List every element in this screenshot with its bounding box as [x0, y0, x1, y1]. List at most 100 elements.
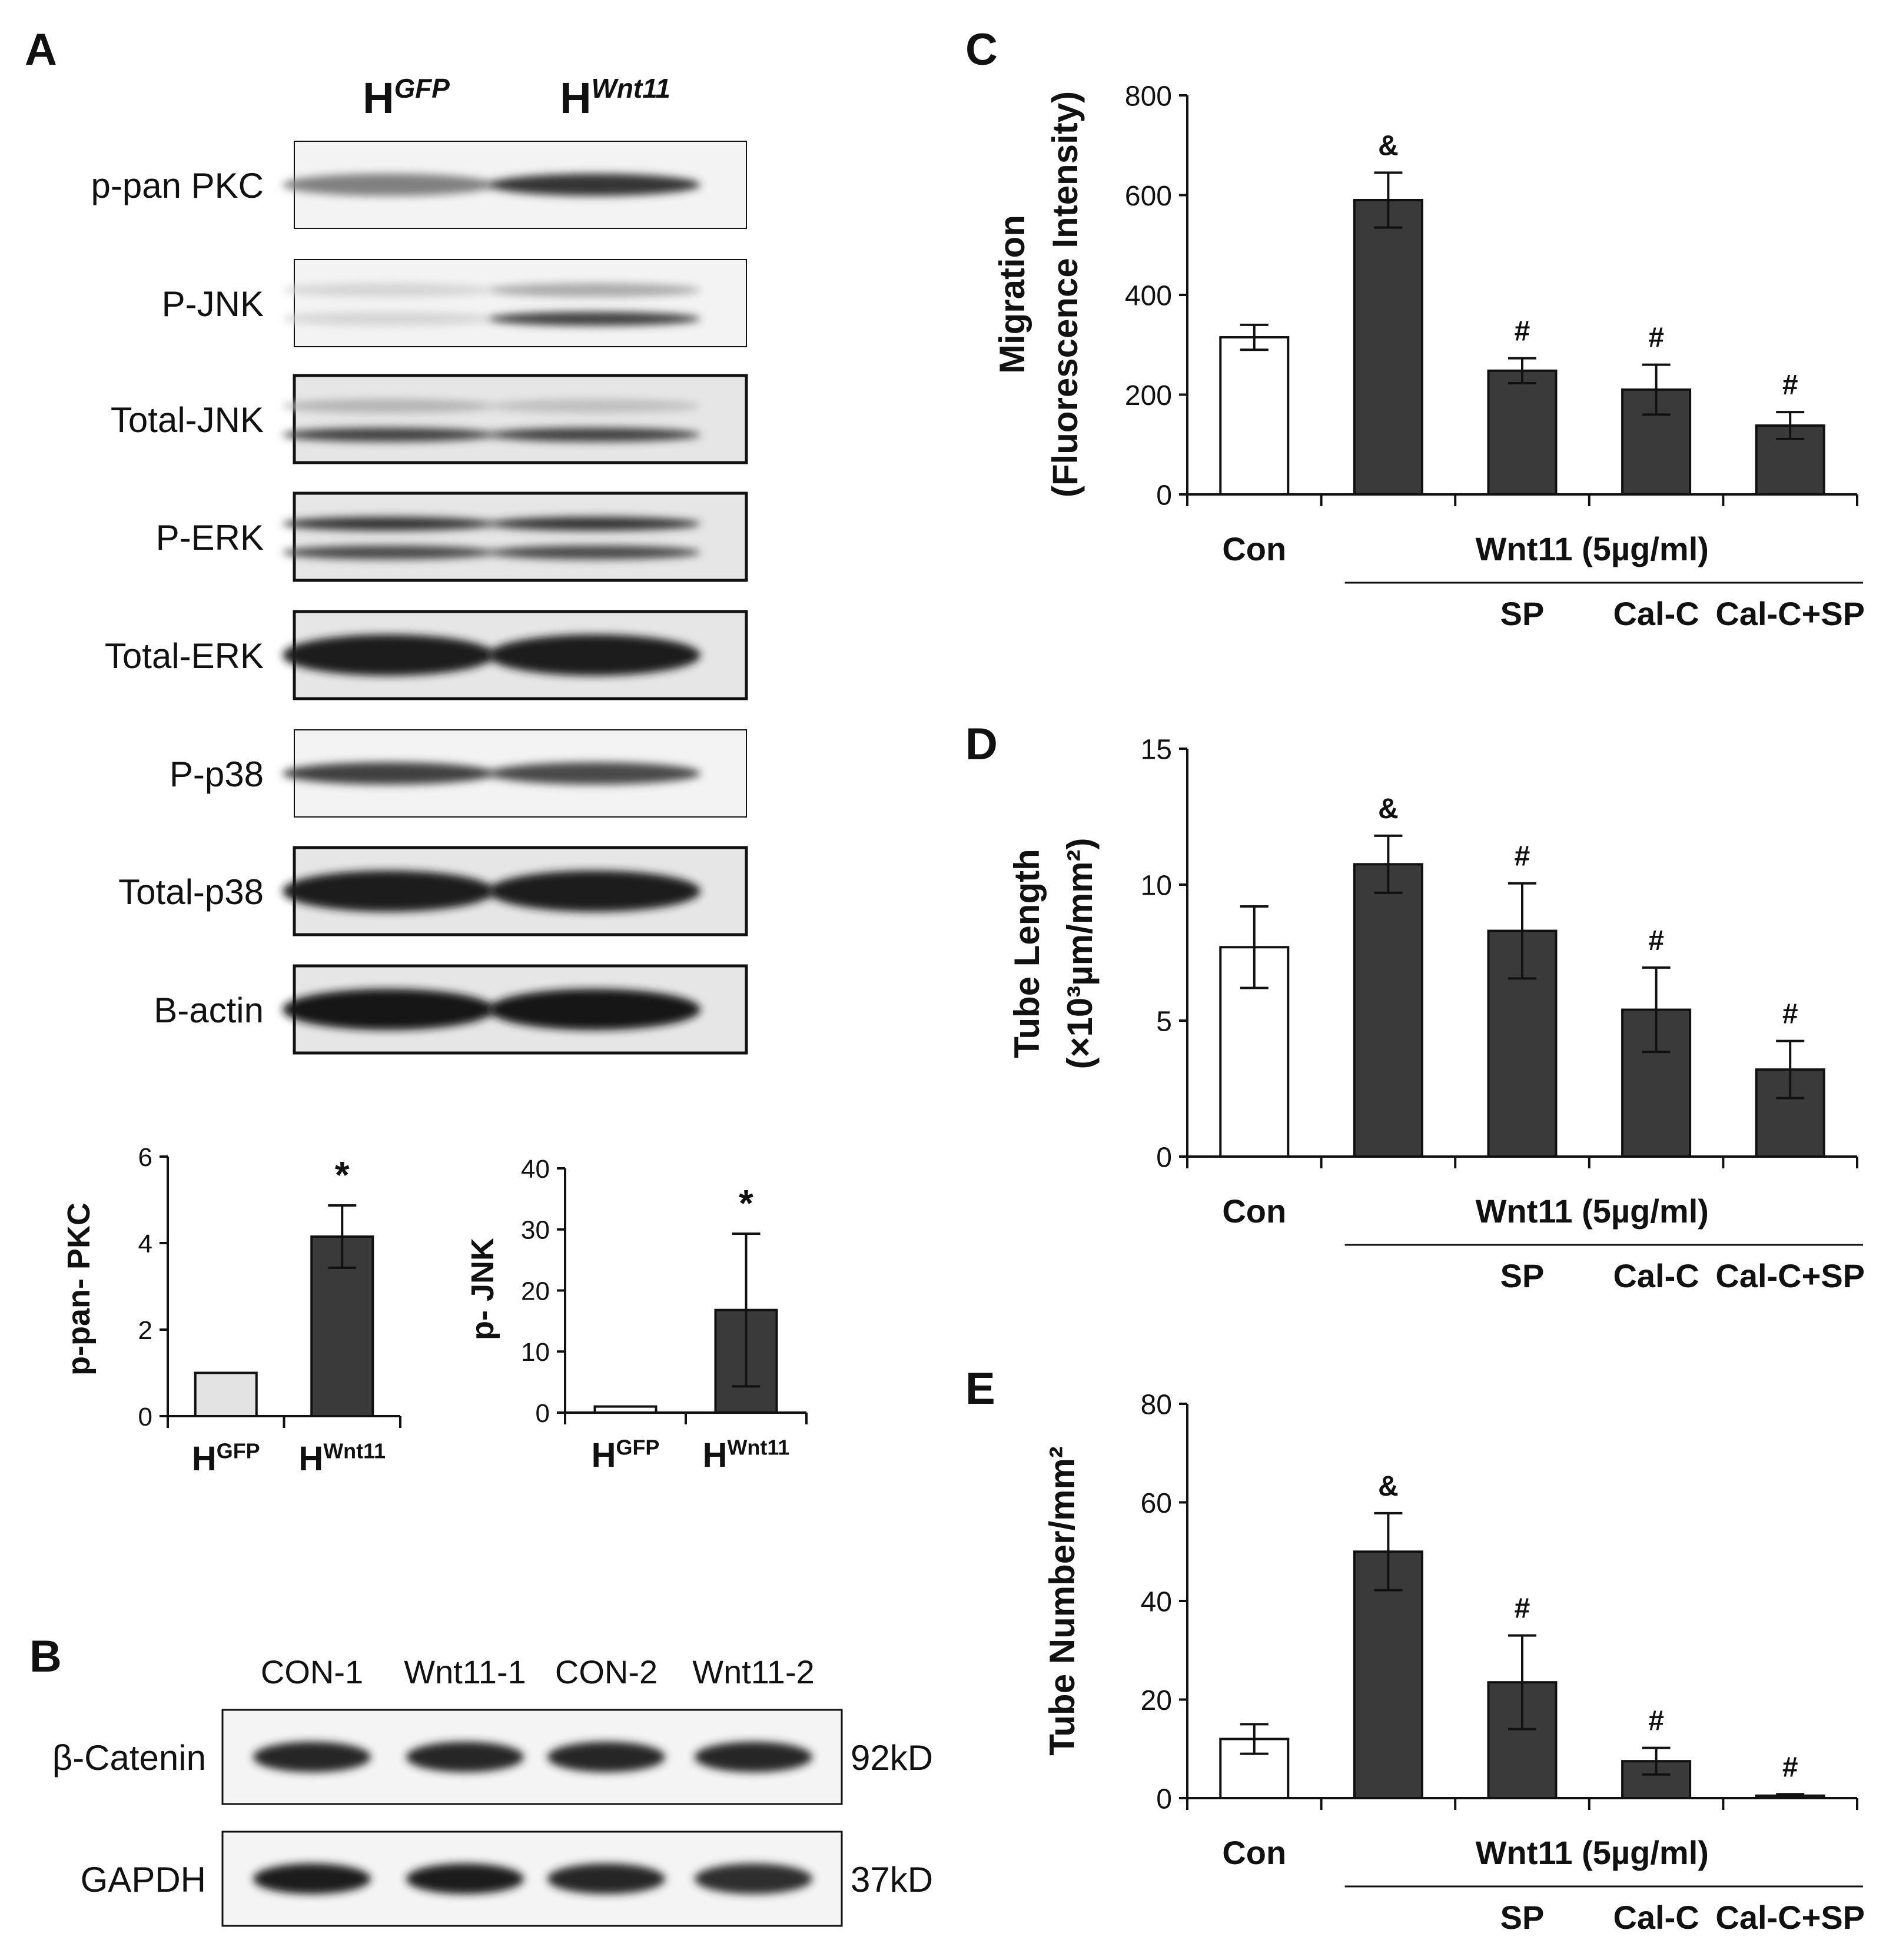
blot-band	[695, 1863, 812, 1894]
panel-letter-c: C	[965, 25, 998, 75]
y-axis-label: Migration	[992, 215, 1032, 374]
significance-mark: *	[739, 1182, 753, 1224]
blot-band	[489, 634, 700, 676]
category-label: Cal-C	[1613, 1899, 1699, 1936]
blot-band	[283, 762, 494, 785]
chart-tube-length: 0 5 10 15 & # # # Tube Length (×10³µm/mm²) Con Wnt1…	[1007, 734, 1865, 1294]
panel-letter-d: D	[965, 719, 998, 769]
blot-band	[283, 989, 494, 1030]
lane-label: CON-2	[555, 1653, 658, 1690]
blot-band	[489, 427, 700, 442]
y-tick-label: 0	[536, 1399, 550, 1428]
blot-band	[547, 1742, 665, 1772]
blot-label: P-ERK	[156, 518, 264, 557]
y-tick-label: 200	[1125, 380, 1172, 411]
y-tick-label: 0	[1156, 1142, 1172, 1173]
blot-band	[489, 516, 700, 531]
group-label: Wnt11 (5µg/ml)	[1476, 530, 1709, 567]
chart-tube-number: 0 20 40 60 80 & # # # Tube Number/mm² Con Wnt11 (5µ…	[1042, 1389, 1865, 1936]
significance-mark: #	[1648, 925, 1664, 956]
blot-frame	[294, 259, 747, 347]
y-axis-label: (Fluorescence Intensity)	[1045, 91, 1085, 497]
blot-band	[283, 311, 494, 326]
bar	[1353, 198, 1423, 496]
y-axis-label: p- JNK	[465, 1238, 500, 1340]
y-tick-label: 0	[1156, 1783, 1172, 1815]
lane-label: Wnt11-1	[404, 1653, 526, 1690]
significance-mark: #	[1515, 1593, 1530, 1625]
significance-mark: #	[1782, 370, 1798, 401]
category-label: Cal-C+SP	[1715, 595, 1865, 632]
panel-letter-e: E	[965, 1364, 995, 1414]
y-tick-label: 10	[521, 1338, 550, 1367]
blot-band	[547, 1863, 665, 1894]
lane-label: CON-1	[261, 1653, 363, 1690]
blot-label: Total-p38	[118, 872, 264, 912]
western-blots-b: CON-1 Wnt11-1 CON-2 Wnt11-2 β-Catenin 92kD GAP…	[52, 1653, 933, 1927]
blot-band	[489, 283, 700, 297]
blot-size-label: 92kD	[851, 1738, 933, 1778]
category-label: Con	[1222, 1192, 1286, 1230]
significance-mark: *	[335, 1154, 350, 1196]
blot-frame	[293, 491, 748, 582]
blot-band	[283, 545, 494, 560]
y-tick-label: 80	[1141, 1389, 1172, 1420]
blot-band	[283, 283, 494, 297]
y-tick-label: 40	[1141, 1586, 1172, 1617]
y-tick-label: 800	[1125, 81, 1172, 112]
blot-label: Total-JNK	[111, 400, 264, 440]
y-tick-label: 4	[138, 1230, 152, 1258]
blot-band	[489, 762, 700, 785]
chart-migration: 0 200 400 600 800 & # # # Migration (Fluorescence …	[992, 81, 1865, 632]
category-label: Con	[1222, 530, 1286, 567]
y-tick-label: 600	[1125, 181, 1172, 212]
lane-label: HGFP	[363, 73, 450, 122]
category-label: Cal-C	[1613, 1257, 1699, 1294]
blot-label: p-pan PKC	[91, 166, 264, 205]
y-axis-label: p-pan- PKC	[61, 1202, 97, 1376]
blot-band	[283, 871, 494, 912]
chart-p-jnk: 0 10 20 30 40 * p- JNK HGFP HWnt11	[465, 1155, 808, 1474]
blot-band	[489, 545, 700, 560]
group-label: Wnt11 (5µg/ml)	[1476, 1834, 1709, 1871]
blot-band	[695, 1742, 812, 1772]
category-label: HWnt11	[298, 1439, 386, 1478]
significance-mark: #	[1515, 841, 1530, 872]
significance-mark: #	[1782, 1752, 1798, 1783]
category-label: HWnt11	[703, 1436, 790, 1474]
y-tick-label: 6	[138, 1143, 152, 1172]
blot-band	[253, 1742, 371, 1772]
panel-letter-a: A	[25, 25, 57, 75]
blot-band	[283, 398, 494, 413]
bar	[194, 1371, 258, 1417]
panel-letter-b: B	[29, 1632, 62, 1682]
blot-label: P-JNK	[162, 284, 264, 324]
y-tick-label: 40	[521, 1155, 550, 1184]
bar	[1353, 863, 1423, 1158]
significance-mark: #	[1648, 323, 1664, 354]
group-label: Wnt11 (5µg/ml)	[1476, 1192, 1709, 1230]
lane-label: HWnt11	[560, 73, 670, 122]
lane-label: Wnt11-2	[692, 1653, 814, 1690]
significance-mark: &	[1378, 793, 1399, 825]
blot-label: Total-ERK	[105, 636, 264, 676]
category-label: Con	[1222, 1834, 1286, 1871]
category-label: SP	[1500, 1899, 1545, 1936]
blot-band	[489, 311, 700, 326]
blot-band	[489, 871, 700, 912]
blot-band	[253, 1863, 371, 1894]
category-label: SP	[1500, 1257, 1545, 1294]
y-tick-label: 0	[1156, 480, 1172, 511]
blot-band	[489, 174, 700, 196]
western-blots-a: HGFP HWnt11 p-pan PKC P-JNK Total-JNK P-ERK To…	[91, 73, 748, 1055]
y-axis-label: (×10³µm/mm²)	[1060, 838, 1100, 1069]
blot-band	[489, 989, 700, 1030]
significance-mark: #	[1782, 999, 1798, 1030]
significance-mark: #	[1515, 316, 1530, 347]
category-label: Cal-C+SP	[1715, 1899, 1865, 1936]
blot-band	[283, 516, 494, 531]
category-label: Cal-C+SP	[1715, 1257, 1865, 1294]
y-tick-label: 15	[1141, 734, 1172, 765]
blot-frame	[293, 374, 748, 464]
